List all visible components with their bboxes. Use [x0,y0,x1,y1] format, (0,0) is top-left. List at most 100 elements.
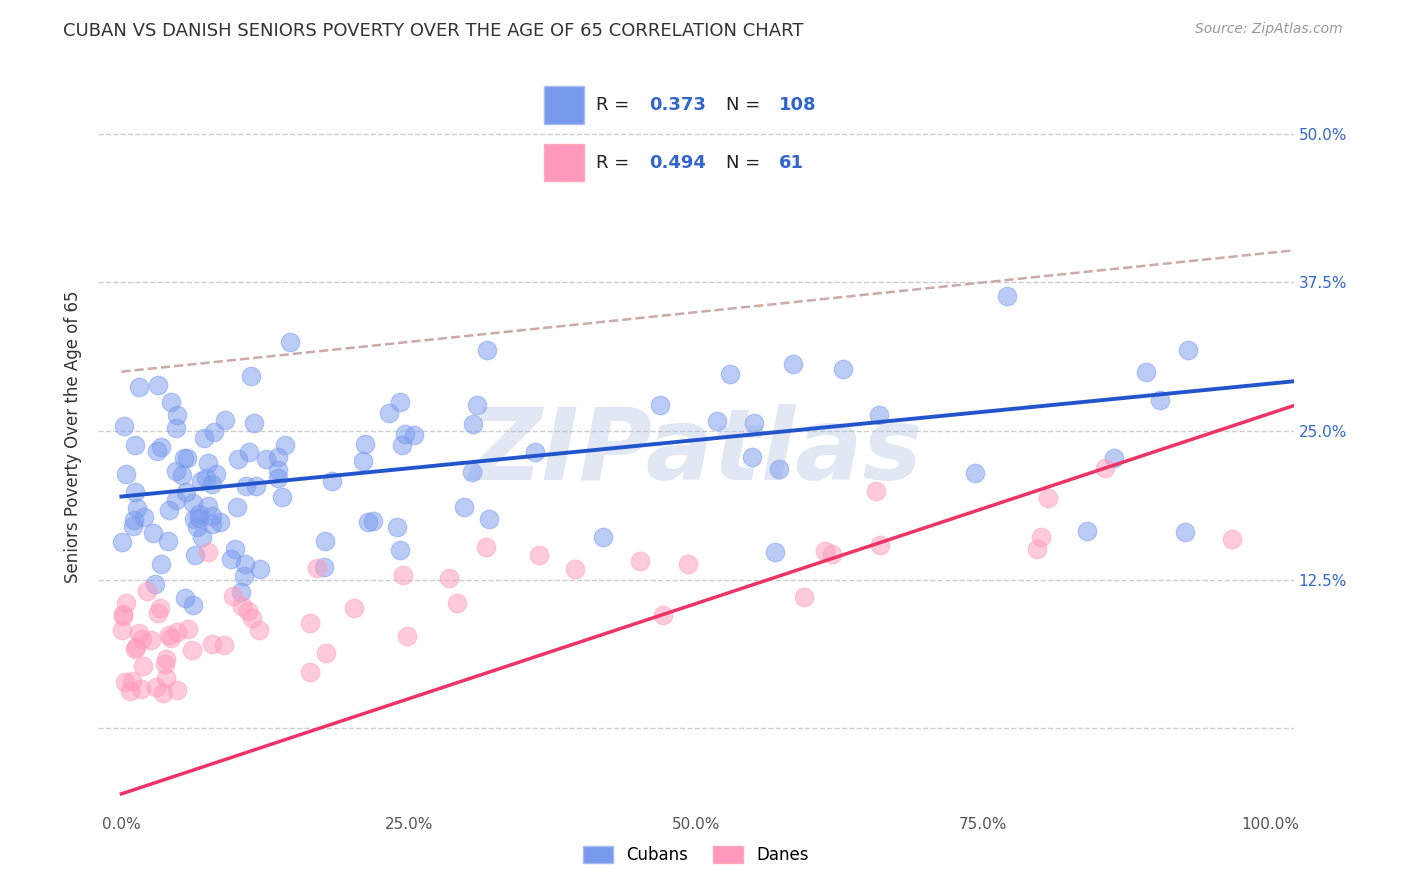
Point [186,520,208,534]
Point [254,451,277,466]
Point [239,368,262,383]
Point [1177,343,1199,357]
Point [461,465,484,479]
Point [222,589,245,603]
Point [742,417,765,431]
Point [131,632,153,647]
Point [274,438,297,452]
Point [235,479,257,493]
Point [165,492,187,507]
Point [378,406,401,420]
Point [160,394,183,409]
Point [150,557,173,571]
Point [652,607,675,622]
Point [240,611,263,625]
FancyBboxPatch shape [544,87,583,124]
Point [124,485,146,500]
Point [214,638,236,652]
Point [195,470,218,484]
Point [111,535,134,549]
Point [201,477,224,491]
Point [628,553,651,567]
Point [155,652,177,666]
Point [202,425,225,439]
Point [183,512,205,526]
Legend: Cubans, Danes: Cubans, Danes [576,839,815,871]
Point [231,599,253,614]
Point [1036,491,1059,505]
Point [298,665,321,680]
Point [821,547,844,561]
Point [188,507,211,521]
Point [128,380,150,394]
Point [180,642,202,657]
Point [114,675,136,690]
Point [232,568,254,582]
Point [184,548,207,562]
Point [125,640,148,654]
Point [474,540,496,554]
Point [247,623,270,637]
Point [112,608,135,623]
Text: 108: 108 [779,96,817,114]
Point [165,464,187,478]
Point [321,474,343,488]
Point [121,519,143,533]
Point [741,450,763,465]
Text: ZIPatlas: ZIPatlas [470,403,922,500]
Point [1026,541,1049,556]
Point [278,334,301,349]
Point [114,596,136,610]
Point [865,484,887,499]
Point [868,408,890,422]
Text: 0.373: 0.373 [648,96,706,114]
Point [676,557,699,571]
Point [224,541,246,556]
Point [197,456,219,470]
Point [152,686,174,700]
Point [166,625,188,640]
Point [357,515,380,529]
Point [197,499,219,513]
Point [353,437,375,451]
Point [782,358,804,372]
Point [231,584,253,599]
Point [314,533,336,548]
Point [235,557,257,571]
Point [388,543,411,558]
Point [1173,524,1195,539]
Point [176,450,198,465]
Point [1031,530,1053,544]
Point [305,561,328,575]
Point [267,471,290,485]
Point [157,503,180,517]
Point [127,501,149,516]
Point [209,515,232,529]
Point [392,567,415,582]
Point [201,517,224,532]
Point [176,622,198,636]
Point [394,427,416,442]
Point [650,398,672,412]
Point [165,421,187,435]
Point [157,628,180,642]
Point [225,500,247,514]
Point [475,343,498,357]
Point [181,496,204,510]
Text: CUBAN VS DANISH SENIORS POVERTY OVER THE AGE OF 65 CORRELATION CHART: CUBAN VS DANISH SENIORS POVERTY OVER THE… [63,22,804,40]
Point [124,641,146,656]
Text: N =: N = [725,96,766,114]
Point [299,615,322,630]
Point [173,450,195,465]
Point [136,584,159,599]
Point [174,484,197,499]
Point [391,438,413,452]
Point [389,395,412,409]
Point [228,452,250,467]
Point [465,399,488,413]
Point [141,526,163,541]
Point [245,479,267,493]
Point [1094,461,1116,475]
Point [446,596,468,610]
Point [190,474,212,488]
